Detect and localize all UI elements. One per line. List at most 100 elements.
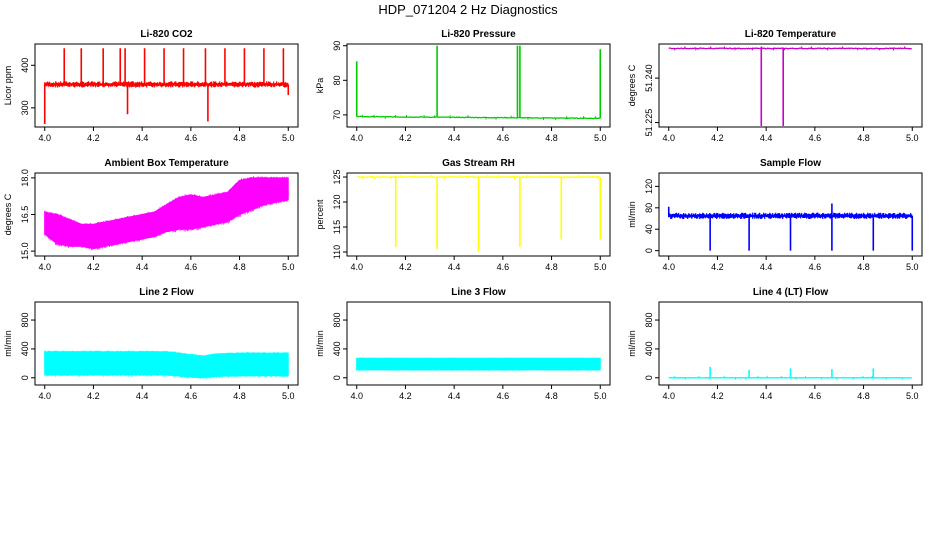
y-tick-label: 800 [20,313,30,328]
panel-title: Line 4 (LT) Flow [753,287,829,298]
x-tick-label: 5.0 [906,133,919,143]
panel-ambient-box-temperature: Ambient Box Temperature 4.0 4.2 4.4 4.6 4.8 5.… [3,158,299,272]
x-tick-label: 4.6 [809,262,822,272]
x-tick-label: 4.8 [857,262,870,272]
x-tick-label: 4.8 [857,391,870,401]
x-tick-label: 4.6 [809,133,822,143]
data-line [668,47,912,50]
x-tick-label: 4.4 [448,391,461,401]
y-tick-label: 51.225 [644,109,654,137]
plot-frame [658,172,923,257]
data-blips [362,114,597,120]
y-axis-label: Licor ppm [3,66,13,106]
x-tick-label: 5.0 [594,133,607,143]
x-tick-label: 4.0 [38,262,51,272]
y-tick-label: 120 [644,179,654,194]
y-axis-label: percent [315,199,325,230]
x-tick-label: 5.0 [594,391,607,401]
panel-line-2-flow: Line 2 Flow 4.0 4.2 4.4 4.6 4.8 5.0 0 400 800 ml/m… [3,287,299,401]
y-axis-label: ml/min [627,330,637,357]
panel-title: Li-820 Temperature [745,29,837,40]
x-tick-label: 4.0 [662,133,675,143]
x-tick-label: 4.2 [399,391,412,401]
x-tick-label: 4.0 [662,262,675,272]
y-tick-label: 40 [644,224,654,234]
y-tick-label: 800 [332,313,342,328]
y-tick-label: 0 [20,375,30,380]
x-tick-label: 4.2 [87,391,100,401]
panel-title: Gas Stream RH [442,158,515,169]
y-tick-label: 110 [332,245,342,259]
panel-title: Li-820 CO2 [140,29,193,40]
x-tick-label: 4.6 [185,262,198,272]
series-line-2-flow [44,350,289,379]
plot-frame [346,301,611,386]
x-tick-label: 4.2 [711,391,724,401]
y-tick-label: 0 [644,375,654,380]
x-tick-label: 5.0 [282,391,295,401]
y-axis-label: ml/min [3,330,13,357]
plot-frame [34,301,299,386]
x-tick-label: 5.0 [594,262,607,272]
x-tick-label: 4.4 [760,391,773,401]
x-tick-label: 4.0 [350,262,363,272]
plot-frame [658,301,923,386]
y-tick-label: 400 [332,341,342,356]
y-tick-label: 80 [332,75,342,85]
data-blips [362,175,599,179]
x-tick-label: 4.4 [760,262,773,272]
x-tick-label: 4.4 [448,262,461,272]
x-tick-label: 4.6 [185,391,198,401]
y-tick-label: 400 [20,58,30,73]
y-tick-label: 400 [644,341,654,356]
series-li-820-temperature [668,46,912,126]
panel-line-4-lt-flow: Line 4 (LT) Flow 4.0 4.2 4.4 4.6 4.8 5.0 0 400 80… [627,287,923,401]
x-tick-label: 4.8 [233,133,246,143]
data-line [356,115,600,120]
x-tick-label: 4.8 [233,262,246,272]
y-tick-label: 90 [332,41,342,51]
series-sample-flow [667,203,914,251]
panel-line-3-flow: Line 3 Flow 4.0 4.2 4.4 4.6 4.8 5.0 0 400 800 ml/m… [315,287,611,401]
panel-title: Li-820 Pressure [441,29,516,40]
plot-frame [346,43,611,128]
series-li-820-co2 [43,48,290,125]
x-tick-label: 4.2 [711,133,724,143]
x-tick-label: 4.6 [185,133,198,143]
data-band [44,351,289,379]
x-tick-label: 4.4 [136,133,149,143]
x-tick-label: 4.4 [760,133,773,143]
y-axis-label: degrees C [3,193,13,235]
x-tick-label: 4.4 [136,391,149,401]
y-tick-label: 15.0 [20,242,30,260]
panel-title: Line 3 Flow [451,287,506,298]
x-tick-label: 4.0 [350,391,363,401]
data-band [356,357,601,371]
x-tick-label: 5.0 [906,262,919,272]
x-tick-label: 4.8 [545,391,558,401]
y-tick-label: 18.0 [20,169,30,187]
x-tick-label: 4.2 [87,133,100,143]
y-axis-label: ml/min [315,330,325,357]
x-tick-label: 4.2 [399,133,412,143]
panel-title: Sample Flow [760,158,821,169]
series-gas-stream-rh [356,175,602,252]
x-tick-label: 4.4 [136,262,149,272]
series-line-4-lt-flow [668,366,912,380]
y-tick-label: 51.240 [644,64,654,92]
x-tick-label: 4.0 [350,133,363,143]
x-tick-label: 4.2 [87,262,100,272]
x-tick-label: 4.6 [497,262,510,272]
x-tick-label: 5.0 [282,262,295,272]
plot-frame [34,43,299,128]
panel-li-820-pressure: Li-820 Pressure 4.0 4.2 4.4 4.6 4.8 5.0 70 80 90 k… [315,29,611,143]
y-axis-label: kPa [315,78,325,94]
y-tick-label: 0 [332,375,342,380]
data-band [44,177,289,250]
x-tick-label: 4.8 [545,262,558,272]
x-tick-label: 4.6 [497,391,510,401]
panel-gas-stream-rh: Gas Stream RH 4.0 4.2 4.4 4.6 4.8 5.0 110 115 120… [315,158,611,272]
y-axis-label: ml/min [627,201,637,228]
y-tick-label: 400 [20,341,30,356]
x-tick-label: 4.2 [399,262,412,272]
